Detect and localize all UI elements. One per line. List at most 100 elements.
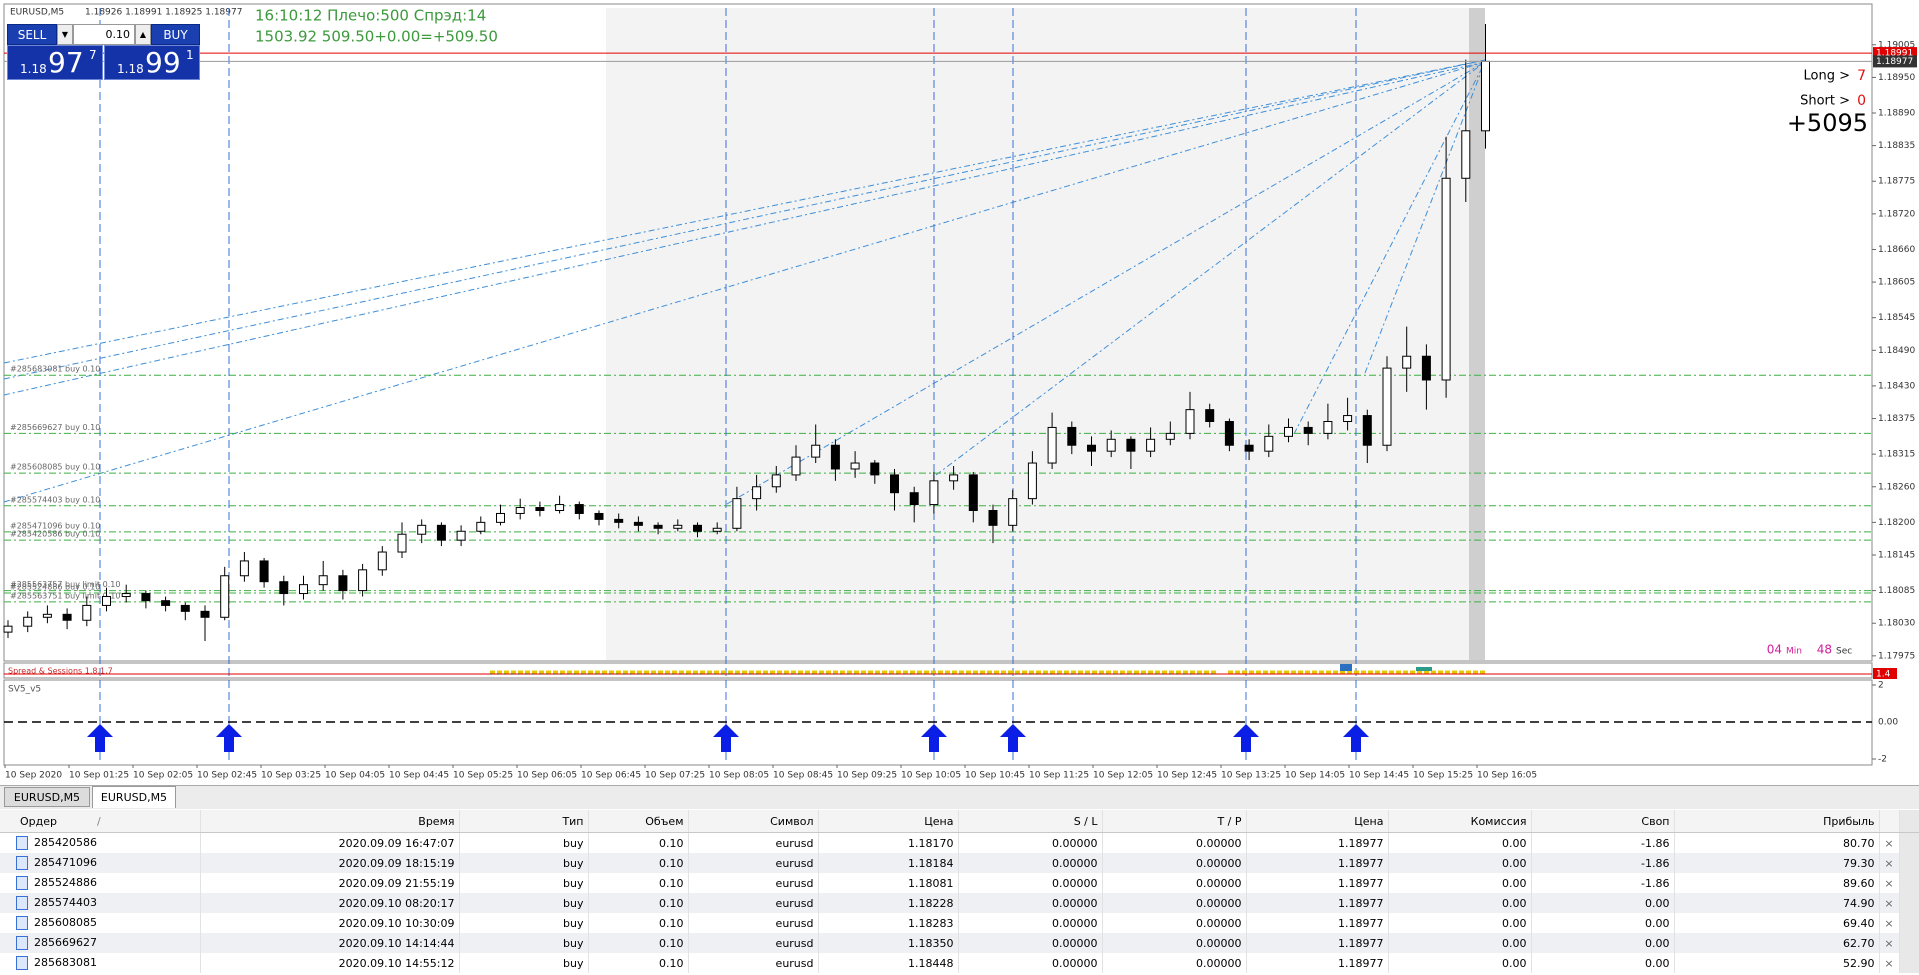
candle-body [23, 616, 33, 627]
x-tick-label: 10 Sep 08:05 [709, 771, 769, 781]
timer-min: 04 [1767, 643, 1782, 657]
order-label: #285574403 buy 0.10 [10, 495, 100, 504]
sell-button[interactable]: SELL [7, 24, 57, 45]
cell-text: 0.00 [1502, 856, 1527, 870]
candle-body [1165, 432, 1175, 440]
candle-body [1461, 130, 1471, 179]
candle-body [102, 596, 111, 606]
x-tick-label: 10 Sep 07:25 [645, 771, 705, 781]
total-points: +5095 [1787, 109, 1868, 137]
close-button[interactable]: × [1879, 853, 1900, 873]
sell-price[interactable]: 1.18 97 7 [7, 45, 103, 80]
cell-text: 0.00000 [1196, 876, 1242, 890]
close-button[interactable]: × [1879, 832, 1900, 853]
x-tick-label: 10 Sep 05:25 [453, 771, 513, 781]
candle-body [909, 492, 919, 506]
cell-text: 1.18977 [1338, 916, 1384, 930]
cell-text: 2020.09.10 08:20:17 [338, 896, 455, 910]
cell: buy [459, 953, 589, 973]
cell: 285608085 [0, 913, 201, 933]
candle-body [673, 524, 683, 529]
close-button[interactable]: × [1879, 913, 1900, 933]
close-button[interactable]: × [1879, 933, 1900, 953]
candle-body [476, 521, 486, 532]
close-button[interactable]: × [1879, 893, 1900, 913]
signal-arrow [216, 724, 242, 752]
column-header[interactable]: Объем [588, 810, 689, 833]
column-header[interactable]: Время [200, 810, 460, 833]
candle-body [555, 504, 565, 511]
candle-body [417, 524, 427, 535]
cell-text: 0.10 [659, 836, 684, 850]
scrollbar [1899, 893, 1919, 913]
cell-text: 1.18977 [1338, 956, 1384, 970]
cell-text: 2020.09.09 18:15:19 [338, 856, 455, 870]
tab[interactable]: EURUSD,M5 [4, 787, 90, 807]
candle-body [633, 521, 643, 526]
column-header[interactable]: Символ [688, 810, 819, 833]
header-text: Цена [924, 814, 954, 828]
lot-input[interactable]: 0.10 [73, 24, 135, 45]
cell-text: buy [563, 916, 584, 930]
tab-active[interactable]: EURUSD,M5 [92, 786, 176, 808]
lot-down[interactable]: ▼ [57, 24, 73, 45]
column-header[interactable]: Ордер / [0, 810, 201, 833]
candle-body [614, 518, 624, 523]
close-button[interactable]: × [1879, 953, 1900, 973]
x-tick-label: 10 Sep 04:45 [389, 771, 449, 781]
cell: 2020.09.10 14:14:44 [200, 933, 460, 953]
candle-body [850, 462, 860, 470]
lot-up[interactable]: ▲ [135, 24, 151, 45]
trade-link [935, 61, 1486, 476]
cell-text: 0.00000 [1052, 836, 1098, 850]
order-row[interactable]: 285574403 2020.09.10 08:20:17 buy 0.10 eurus… [0, 893, 1919, 913]
order-row[interactable]: 285608085 2020.09.10 10:30:09 buy 0.10 eurus… [0, 913, 1919, 933]
column-header[interactable]: Комиссия [1388, 810, 1532, 833]
y-tick-label: 1.18375 [1878, 414, 1915, 424]
column-header[interactable]: T / P [1102, 810, 1247, 833]
cell: 0.00 [1388, 873, 1532, 893]
candle-body [771, 474, 781, 488]
order-row[interactable]: 285420586 2020.09.09 16:47:07 buy 0.10 eurus… [0, 832, 1919, 853]
candle-body [811, 444, 821, 458]
price-big: 1.18 [20, 62, 47, 76]
buy-button[interactable]: BUY [151, 24, 200, 45]
column-header[interactable]: Тип [459, 810, 589, 833]
column-header[interactable]: S / L [958, 810, 1103, 833]
cell: -1.86 [1531, 853, 1675, 873]
close-button[interactable]: × [1879, 873, 1900, 893]
cell: 0.00000 [958, 933, 1103, 953]
cell: 0.10 [588, 873, 689, 893]
timer-min-label: Min [1786, 647, 1802, 657]
cell: 285574403 [0, 893, 201, 913]
cell: buy [459, 933, 589, 953]
current-bar-shade [1469, 8, 1485, 660]
column-header[interactable]: Своп [1531, 810, 1675, 833]
order-row[interactable]: 285669627 2020.09.10 14:14:44 buy 0.10 eurus… [0, 933, 1919, 953]
column-header[interactable]: Прибыль [1674, 810, 1880, 833]
x-tick-label: 10 Sep 12:05 [1093, 771, 1153, 781]
cell: 2020.09.10 10:30:09 [200, 913, 460, 933]
y-tick-label: 1.18660 [1878, 245, 1915, 255]
cell-text: eurusd [775, 956, 814, 970]
x-tick-label: 10 Sep 14:05 [1285, 771, 1345, 781]
candle-body [949, 474, 959, 482]
cell: 0.00000 [1102, 953, 1247, 973]
order-row[interactable]: 285683081 2020.09.10 14:55:12 buy 0.10 eurus… [0, 953, 1919, 973]
order-row[interactable]: 285471096 2020.09.09 18:15:19 buy 0.10 eurus… [0, 853, 1919, 873]
candle-body [1205, 409, 1215, 423]
column-header[interactable]: Цена [1246, 810, 1389, 833]
y-tick-label: 1.17975 [1878, 651, 1915, 661]
header-row: Ордер / Время Тип Объем Символ Цена S / L T / P Ц… [0, 810, 1919, 833]
order-icon [16, 916, 28, 930]
candle-body [1185, 409, 1195, 434]
buy-price[interactable]: 1.18 99 1 [104, 45, 200, 80]
cell-text: buy [563, 856, 584, 870]
signal-arrow [713, 724, 739, 752]
cell-text: 2020.09.09 21:55:19 [338, 876, 455, 890]
cell: 0.00000 [958, 853, 1103, 873]
column-header[interactable]: Цена [818, 810, 959, 833]
candle-body [161, 600, 171, 606]
signal-arrow [921, 724, 947, 752]
order-row[interactable]: 285524886 2020.09.09 21:55:19 buy 0.10 eurus… [0, 873, 1919, 893]
